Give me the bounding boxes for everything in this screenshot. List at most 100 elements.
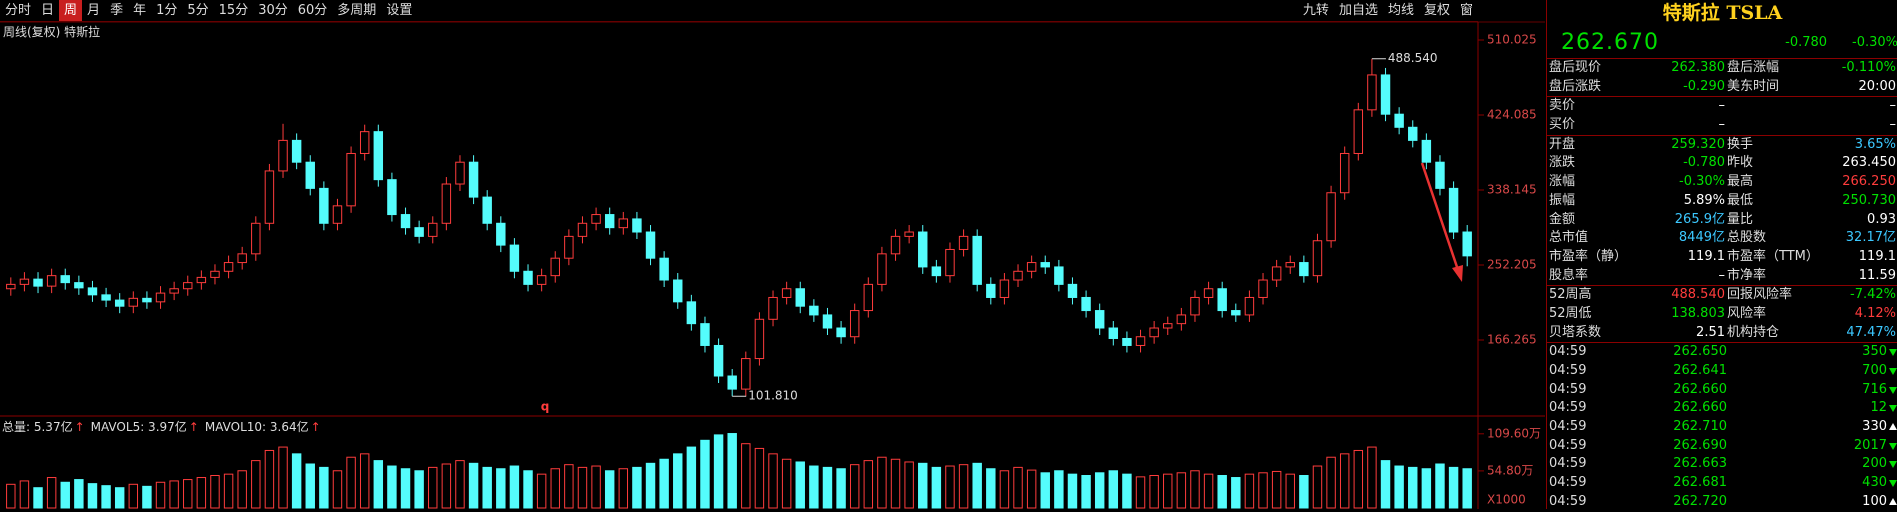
candle-body — [1326, 192, 1336, 242]
quote-value: 262.380 — [1671, 60, 1725, 75]
candle-body — [604, 214, 615, 229]
quote-row: 盘后现价 262.380 盘后涨幅 -0.110% — [1547, 59, 1897, 78]
candle-body — [1231, 310, 1241, 316]
change-pct: -0.30% — [1852, 34, 1897, 50]
quote-label: 涨跌 — [1549, 155, 1576, 171]
candle-body — [1108, 327, 1119, 339]
period-tab[interactable]: 周 — [59, 0, 83, 21]
volume-bar — [768, 453, 778, 509]
candle-body — [1462, 231, 1472, 257]
volume-bar — [632, 466, 642, 509]
volume-bar — [1094, 472, 1105, 509]
period-tab[interactable]: 60分 — [297, 3, 328, 18]
volume-bar — [183, 479, 193, 509]
quote-label: 金额 — [1549, 211, 1576, 227]
quote-label: 总市值 — [1549, 230, 1589, 246]
tool-button[interactable]: 加自选 — [1338, 3, 1378, 18]
period-tab[interactable]: 年 — [133, 3, 147, 18]
candle-body — [155, 292, 166, 303]
period-tab[interactable]: 15分 — [218, 3, 249, 18]
marker: q — [541, 400, 550, 414]
quote-label: 美东时间 — [1727, 78, 1780, 94]
candle-body — [918, 231, 928, 268]
quote-value: 32.17亿 — [1845, 230, 1896, 246]
legend-item: 总量: 5.37亿 — [2, 418, 85, 435]
candle-body — [169, 288, 179, 294]
period-tab[interactable]: 30分 — [258, 3, 288, 18]
quote-row: 股息率 – 市净率 11.59 — [1547, 267, 1897, 286]
volume-bar — [359, 453, 370, 509]
quote-label: 盘后涨跌 — [1549, 78, 1602, 94]
quote-value: 265.9亿 — [1674, 211, 1725, 227]
quote-row: 金额 265.9亿 量比 0.93 — [1547, 211, 1897, 230]
trade-volume: 12 — [1870, 400, 1887, 416]
trade-direction — [1887, 455, 1897, 474]
quote-value: 119.1 — [1687, 248, 1725, 264]
quote-value: 2.51 — [1696, 324, 1725, 340]
candle-body — [1217, 288, 1227, 312]
candle-body — [1176, 314, 1187, 325]
candle-body — [618, 218, 629, 229]
volume-bar — [1244, 473, 1255, 509]
volume-bar — [972, 462, 982, 509]
quote-label: 昨收 — [1727, 155, 1754, 171]
candle-body — [332, 205, 343, 224]
period-tab[interactable]: 1分 — [156, 3, 178, 18]
candle-body — [128, 297, 139, 307]
candle-body — [958, 235, 969, 250]
period-tab[interactable]: 多周期 — [337, 3, 377, 18]
volume-bar — [1108, 470, 1119, 509]
candle-body — [1054, 266, 1064, 285]
volume-bar — [1176, 472, 1187, 509]
candle-body — [387, 179, 397, 216]
period-tab[interactable]: 分时 — [5, 3, 32, 18]
quote-value: -0.30% — [1679, 174, 1725, 190]
quote-panel: 特斯拉 TSLA 262.670 -0.780 -0.30% 盘后现价 262.3… — [1546, 0, 1897, 509]
period-tab[interactable]: 季 — [110, 3, 124, 18]
volume-unit: X1000 — [1487, 493, 1526, 507]
y-tick-label: 424.085 — [1487, 107, 1537, 121]
candle-body — [183, 282, 193, 290]
quote-section: 52周高 488.540 回报风险率 -7.42% 52周低 138.803 风险率 4.12… — [1547, 286, 1897, 344]
trade-row: 04:59 262.660 12 — [1547, 399, 1897, 418]
candle-body — [564, 235, 574, 259]
trade-direction — [1887, 437, 1897, 456]
quote-label: 开盘 — [1549, 136, 1576, 152]
trade-price: 262.650 — [1673, 344, 1727, 360]
quote-value: – — [1718, 267, 1726, 283]
candle-body — [877, 253, 887, 285]
y-tick-label: 510.025 — [1487, 33, 1537, 47]
candle-body — [74, 282, 84, 289]
candle-body — [305, 161, 315, 189]
quote-value: 5.89% — [1683, 192, 1725, 208]
volume-bar — [264, 449, 275, 509]
volume-legend: 总量: 5.37亿 MAVOL5: 3.97亿 MAVOL10: 3.64亿 — [2, 418, 321, 435]
tool-button[interactable]: 九转 — [1302, 3, 1329, 18]
candle-body — [1067, 283, 1078, 298]
candle-body — [373, 131, 384, 181]
period-tab[interactable]: 日 — [41, 3, 55, 18]
volume-bar — [958, 464, 969, 509]
legend-item: MAVOL5: 3.97亿 — [91, 418, 199, 435]
candle-body — [591, 214, 601, 224]
period-tab[interactable]: 5分 — [187, 3, 209, 18]
quote-value: 119.1 — [1858, 248, 1896, 264]
trade-direction — [1887, 362, 1897, 381]
trade-direction — [1887, 474, 1897, 493]
tool-button[interactable]: 复权 — [1423, 3, 1450, 18]
settings-button[interactable]: 设置 — [386, 3, 413, 18]
trade-time: 04:59 — [1549, 363, 1587, 378]
quote-value: -0.110% — [1841, 60, 1896, 75]
quote-label: 52周高 — [1549, 287, 1592, 303]
trade-volume: 100 — [1862, 493, 1887, 509]
period-tab[interactable]: 月 — [87, 3, 101, 18]
trend-arrow-head — [1452, 265, 1463, 282]
quote-value: 488.540 — [1671, 287, 1725, 303]
candle-body — [986, 283, 996, 298]
tool-button[interactable]: 均线 — [1387, 3, 1414, 18]
candle-body — [455, 161, 465, 185]
volume-bar — [877, 456, 887, 509]
tool-button[interactable]: 窗 — [1459, 3, 1473, 18]
volume-bar — [210, 475, 220, 509]
trade-price: 262.710 — [1673, 419, 1727, 435]
